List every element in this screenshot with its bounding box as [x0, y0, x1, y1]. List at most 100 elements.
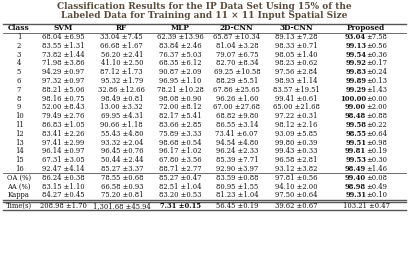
Text: Time(s): Time(s)	[6, 202, 32, 210]
Text: 5: 5	[17, 68, 21, 76]
Text: ±0.08: ±0.08	[366, 174, 387, 182]
Text: 67.00 ±27.68: 67.00 ±27.68	[213, 103, 260, 111]
Text: 98.08 ±0.90: 98.08 ±0.90	[159, 95, 202, 103]
Text: 33.04 ±7.45: 33.04 ±7.45	[100, 33, 143, 41]
Text: ±1.43: ±1.43	[366, 86, 387, 94]
Text: 9: 9	[17, 103, 21, 111]
Text: 83.57 ±19.51: 83.57 ±19.51	[273, 86, 319, 94]
Text: 67.86 ±25.65: 67.86 ±25.65	[213, 86, 260, 94]
Text: 93.32 ±2.04: 93.32 ±2.04	[101, 139, 143, 147]
Text: 55.43 ±4.80: 55.43 ±4.80	[100, 130, 143, 138]
Text: 78.21 ±10.28: 78.21 ±10.28	[157, 86, 204, 94]
Text: 7.31 ±0.15: 7.31 ±0.15	[160, 202, 201, 210]
Text: 81.23 ±1.04: 81.23 ±1.04	[215, 191, 258, 199]
Text: 98.98: 98.98	[345, 183, 366, 191]
Text: 56.20 ±2.41: 56.20 ±2.41	[101, 51, 143, 59]
Text: 69.25 ±10.58: 69.25 ±10.58	[213, 68, 260, 76]
Text: 16: 16	[15, 165, 23, 173]
Text: 13: 13	[15, 139, 23, 147]
Text: ±0.19: ±0.19	[366, 147, 387, 155]
Text: ±0.00: ±0.00	[366, 95, 387, 103]
Text: 98.33 ±0.71: 98.33 ±0.71	[275, 42, 317, 50]
Text: 2: 2	[17, 42, 21, 50]
Text: 50.44 ±2.44: 50.44 ±2.44	[100, 156, 143, 164]
Text: 73.41 ±6.07: 73.41 ±6.07	[215, 130, 258, 138]
Text: 99.81: 99.81	[345, 147, 366, 155]
Text: 82.70 ±8.34: 82.70 ±8.34	[215, 59, 258, 67]
Text: 83.15 ±1.10: 83.15 ±1.10	[42, 183, 85, 191]
Text: 68.82 ±9.80: 68.82 ±9.80	[215, 112, 258, 120]
Text: 99.43 ±0.33: 99.43 ±0.33	[275, 147, 317, 155]
Text: 1,301.68 ±45.94: 1,301.68 ±45.94	[93, 202, 151, 210]
Text: ±7.58: ±7.58	[366, 33, 387, 41]
Text: 99.58: 99.58	[345, 121, 366, 129]
Text: 87.12 ±1.73: 87.12 ±1.73	[100, 68, 143, 76]
Text: 98.49 ±0.81: 98.49 ±0.81	[100, 95, 143, 103]
Text: 98.05 ±1.40: 98.05 ±1.40	[275, 51, 317, 59]
Text: 88.21 ±5.06: 88.21 ±5.06	[42, 86, 84, 94]
Text: 99.92: 99.92	[345, 59, 366, 67]
Text: AA (%): AA (%)	[7, 183, 31, 191]
Text: 94.10 ±2.00: 94.10 ±2.00	[275, 183, 317, 191]
Text: OA (%): OA (%)	[7, 174, 31, 182]
Text: ±0.98: ±0.98	[366, 139, 387, 147]
Text: ±0.24: ±0.24	[366, 68, 387, 76]
Text: 83.84 ±2.46: 83.84 ±2.46	[159, 42, 202, 50]
Text: 66.58 ±0.93: 66.58 ±0.93	[100, 183, 143, 191]
Text: 103.21 ±0.47: 103.21 ±0.47	[343, 202, 390, 210]
Text: MLP: MLP	[171, 24, 190, 32]
Text: 72.00 ±8.12: 72.00 ±8.12	[159, 103, 202, 111]
Text: 96.95 ±1.10: 96.95 ±1.10	[159, 77, 202, 85]
Text: 11: 11	[15, 121, 23, 129]
Text: ±0.10: ±0.10	[366, 191, 387, 199]
Text: 2D-CNN: 2D-CNN	[220, 24, 254, 32]
Text: 69.95 ±4.31: 69.95 ±4.31	[101, 112, 143, 120]
Text: 99.89: 99.89	[345, 77, 366, 85]
Text: 3D-CNN: 3D-CNN	[279, 24, 313, 32]
Text: 92.47 ±4.14: 92.47 ±4.14	[42, 165, 84, 173]
Text: 97.22 ±0.31: 97.22 ±0.31	[275, 112, 317, 120]
Text: ±2.00: ±2.00	[366, 103, 387, 111]
Text: 83.55 ±1.31: 83.55 ±1.31	[42, 42, 84, 50]
Text: 90.66 ±1.18: 90.66 ±1.18	[100, 121, 143, 129]
Text: Classification Results for the IP Data Set Using 15% of the: Classification Results for the IP Data S…	[57, 2, 351, 11]
Text: 99.40: 99.40	[345, 174, 366, 182]
Text: 89.13 ±7.28: 89.13 ±7.28	[275, 33, 317, 41]
Text: 90.87 ±2.09: 90.87 ±2.09	[159, 68, 202, 76]
Text: 98.49: 98.49	[345, 165, 366, 173]
Text: 95.32 ±1.79: 95.32 ±1.79	[101, 77, 143, 85]
Text: 94.54 ±4.80: 94.54 ±4.80	[215, 139, 258, 147]
Text: 79.49 ±2.76: 79.49 ±2.76	[42, 112, 84, 120]
Text: 66.68 ±1.67: 66.68 ±1.67	[100, 42, 143, 50]
Text: 92.90 ±3.97: 92.90 ±3.97	[216, 165, 258, 173]
Text: 99.00: 99.00	[345, 103, 366, 111]
Text: 99.53: 99.53	[345, 156, 366, 164]
Text: 96.26 ±1.60: 96.26 ±1.60	[215, 95, 258, 103]
Text: 3: 3	[17, 51, 21, 59]
Text: 208.98 ±1.70: 208.98 ±1.70	[40, 202, 87, 210]
Text: 67.80 ±3.56: 67.80 ±3.56	[159, 156, 202, 164]
Text: 79.07 ±6.75: 79.07 ±6.75	[215, 51, 258, 59]
Text: 94.29 ±0.97: 94.29 ±0.97	[42, 68, 84, 76]
Text: 80.95 ±1.55: 80.95 ±1.55	[216, 183, 258, 191]
Text: 98.93 ±1.14: 98.93 ±1.14	[275, 77, 317, 85]
Text: RF: RF	[116, 24, 127, 32]
Text: 86.24 ±0.38: 86.24 ±0.38	[42, 174, 85, 182]
Text: 100.00: 100.00	[340, 95, 366, 103]
Text: 75.89 ±3.33: 75.89 ±3.33	[159, 130, 202, 138]
Text: 82.51 ±1.04: 82.51 ±1.04	[159, 183, 202, 191]
Text: 99.80 ±0.39: 99.80 ±0.39	[275, 139, 317, 147]
Text: 99.83: 99.83	[345, 68, 366, 76]
Text: 76.37 ±5.03: 76.37 ±5.03	[159, 51, 202, 59]
Text: 99.31: 99.31	[345, 191, 366, 199]
Text: 96.17 ±1.02: 96.17 ±1.02	[159, 147, 202, 155]
Text: 85.27 ±3.37: 85.27 ±3.37	[100, 165, 143, 173]
Text: 52.00 ±8.43: 52.00 ±8.43	[42, 103, 84, 111]
Text: 99.51: 99.51	[345, 139, 366, 147]
Text: 68.35 ±6.12: 68.35 ±6.12	[159, 59, 202, 67]
Text: 99.41 ±0.61: 99.41 ±0.61	[275, 95, 317, 103]
Text: 99.54: 99.54	[345, 51, 366, 59]
Text: 83.20 ±0.53: 83.20 ±0.53	[159, 191, 202, 199]
Text: 96.58 ±2.81: 96.58 ±2.81	[275, 156, 317, 164]
Text: 93.09 ±5.85: 93.09 ±5.85	[275, 130, 317, 138]
